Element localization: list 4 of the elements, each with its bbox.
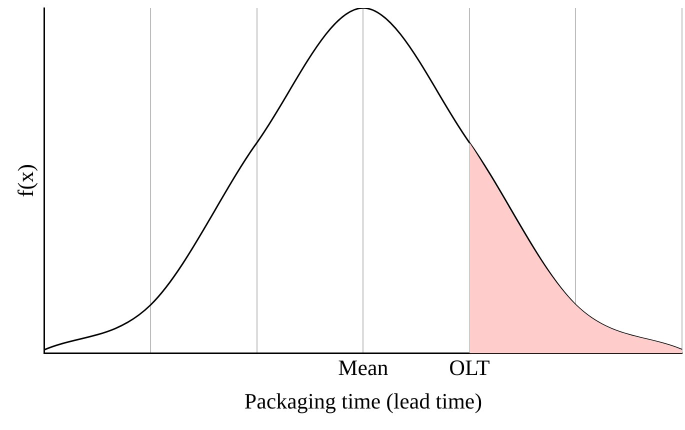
- x-tick-label: OLT: [449, 355, 490, 380]
- x-tick-label: Mean: [338, 355, 388, 380]
- y-axis-title: f(x): [12, 164, 38, 198]
- x-axis-title: Packaging time (lead time): [244, 388, 482, 414]
